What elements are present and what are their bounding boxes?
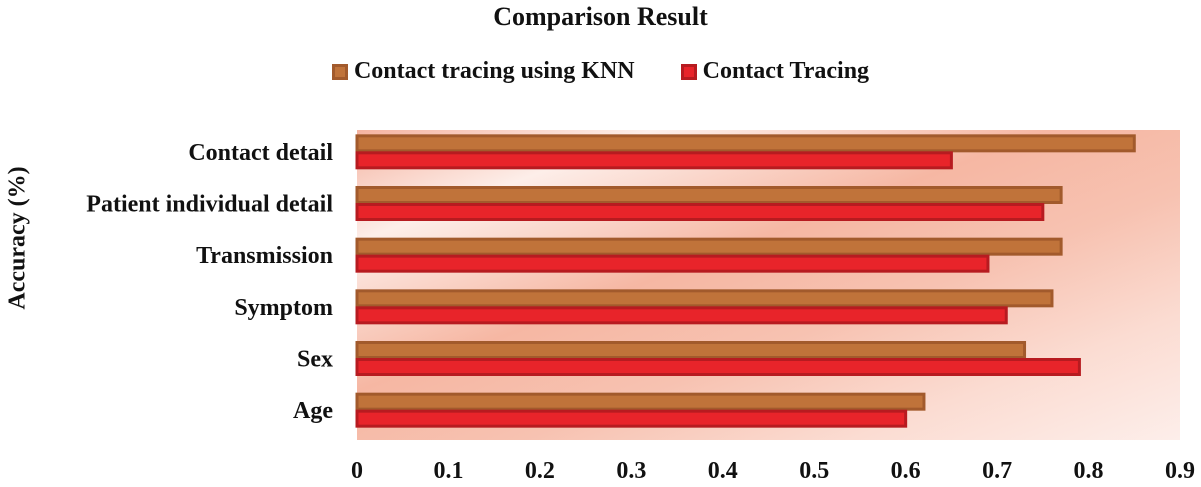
legend-item-contact-tracing: Contact Tracing	[680, 58, 870, 85]
x-tick-label: 0.9	[1165, 458, 1195, 484]
bar-contact-tracing-1	[355, 203, 1045, 221]
legend: Contact tracing using KNN Contact Tracin…	[0, 58, 1201, 85]
category-label: Symptom	[234, 295, 333, 321]
bar-contact-tracing-5	[355, 409, 908, 428]
category-label: Patient individual detail	[86, 192, 333, 218]
x-tick-label: 0.3	[616, 458, 646, 484]
legend-swatch-contact-tracing	[680, 63, 697, 80]
bar-knn-2	[355, 237, 1063, 256]
bar-knn-0	[355, 134, 1136, 153]
x-tick-label: 0.7	[982, 458, 1012, 484]
legend-label-knn: Contact tracing using KNN	[353, 58, 635, 84]
legend-swatch-knn	[331, 63, 348, 80]
legend-item-knn: Contact tracing using KNN	[331, 58, 635, 85]
x-tick-label: 0.5	[799, 458, 829, 484]
plot-background	[357, 130, 1180, 440]
bar-knn-3	[355, 289, 1054, 308]
x-tick-label: 0	[351, 458, 363, 484]
x-tick-label: 0.4	[708, 458, 738, 484]
x-tick-label: 0.2	[525, 458, 555, 484]
category-label: Transmission	[196, 243, 333, 269]
category-label: Contact detail	[188, 140, 333, 166]
bar-contact-tracing-2	[355, 254, 990, 273]
bar-contact-tracing-3	[355, 306, 1008, 325]
bar-contact-tracing-4	[355, 358, 1081, 376]
x-tick-label: 0.8	[1074, 458, 1104, 484]
category-label: Sex	[297, 347, 333, 373]
bar-knn-4	[355, 341, 1027, 359]
bar-knn-1	[355, 186, 1063, 204]
x-tick-label: 0.1	[433, 458, 463, 484]
bar-contact-tracing-0	[355, 151, 953, 170]
category-label: Age	[293, 398, 333, 424]
bar-knn-5	[355, 392, 926, 411]
chart-title: Comparison Result	[493, 2, 708, 31]
x-tick-label: 0.6	[891, 458, 921, 484]
legend-label-contact-tracing: Contact Tracing	[702, 58, 870, 84]
